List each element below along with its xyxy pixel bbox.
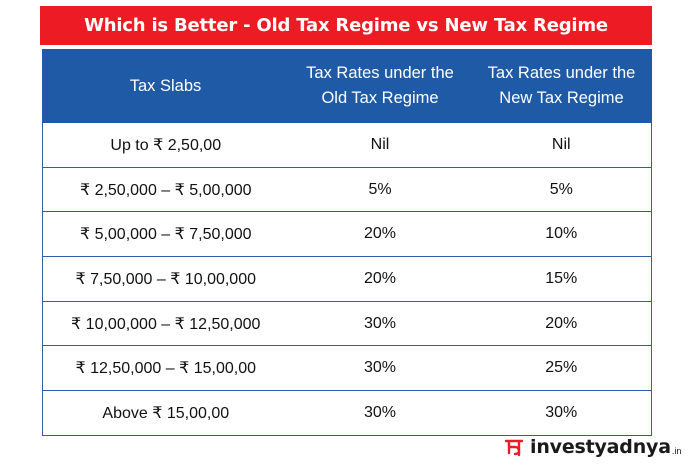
cell-new-rate: 30% [471, 390, 652, 436]
cell-slab: Up to ₹ 2,50,00 [42, 122, 289, 168]
cell-new-rate: Nil [471, 122, 652, 168]
table-header-row: Tax Slabs Tax Rates under the Old Tax Re… [42, 49, 652, 123]
logo-wordmark: investyadnya [530, 436, 671, 458]
cell-old-rate: Nil [288, 122, 472, 168]
page-title: Which is Better - Old Tax Regime vs New … [84, 15, 608, 36]
cell-slab: ₹ 10,00,000 – ₹ 12,50,000 [42, 301, 289, 347]
table-row: ₹ 2,50,000 – ₹ 5,00,000 5% 5% [42, 167, 652, 213]
header-old-regime: Tax Rates under the Old Tax Regime [288, 49, 472, 123]
cell-slab: ₹ 2,50,000 – ₹ 5,00,000 [42, 167, 289, 213]
cell-new-rate: 10% [471, 211, 652, 258]
cell-new-rate: 15% [471, 256, 652, 302]
cell-new-rate: 20% [471, 301, 652, 347]
table-row: ₹ 5,00,000 – ₹ 7,50,000 20% 10% [42, 211, 652, 258]
table-row: ₹ 10,00,000 – ₹ 12,50,000 30% 20% [42, 301, 652, 347]
logo-tld: .in [671, 446, 682, 456]
cell-old-rate: 30% [288, 390, 472, 436]
title-banner: Which is Better - Old Tax Regime vs New … [40, 6, 652, 45]
cell-old-rate: 5% [288, 167, 472, 213]
cell-slab: Above ₹ 15,00,00 [42, 390, 289, 436]
investyadnya-logo[interactable]: investyadnya .in [503, 432, 681, 462]
cell-slab: ₹ 12,50,000 – ₹ 15,00,00 [42, 345, 289, 392]
tax-regime-table: Tax Slabs Tax Rates under the Old Tax Re… [42, 49, 652, 436]
cell-slab: ₹ 7,50,000 – ₹ 10,00,000 [42, 256, 289, 302]
cell-new-rate: 5% [471, 167, 652, 213]
header-new-regime: Tax Rates under the New Tax Regime [471, 49, 652, 123]
table-row: Above ₹ 15,00,00 30% 30% [42, 390, 652, 436]
cell-slab: ₹ 5,00,000 – ₹ 7,50,000 [42, 211, 289, 258]
cell-old-rate: 30% [288, 345, 472, 392]
table-row: ₹ 12,50,000 – ₹ 15,00,00 30% 25% [42, 345, 652, 392]
cell-new-rate: 25% [471, 345, 652, 392]
table-row: ₹ 7,50,000 – ₹ 10,00,000 20% 15% [42, 256, 652, 302]
cell-old-rate: 30% [288, 301, 472, 347]
yadnya-logo-icon [503, 437, 525, 457]
cell-old-rate: 20% [288, 256, 472, 302]
header-tax-slabs: Tax Slabs [42, 49, 289, 123]
table-row: Up to ₹ 2,50,00 Nil Nil [42, 122, 652, 168]
cell-old-rate: 20% [288, 211, 472, 258]
